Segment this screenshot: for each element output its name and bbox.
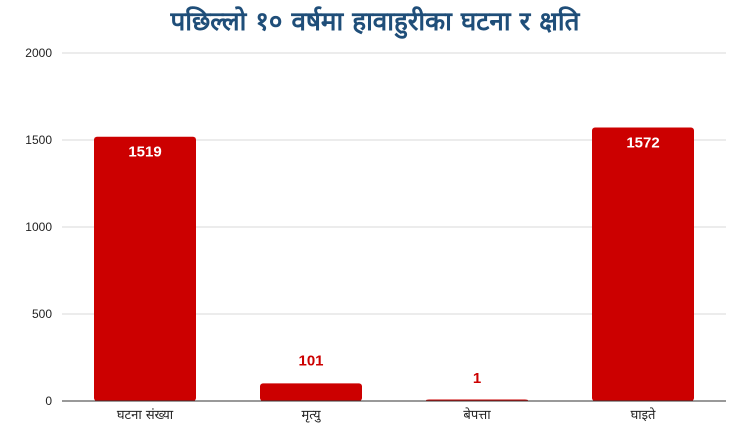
x-category-label: घाइते [631,407,656,423]
y-tick-label: 1000 [25,220,52,234]
x-category-label: मृत्यु [301,408,321,423]
y-tick-label: 500 [32,307,52,321]
y-tick-label: 2000 [25,46,52,60]
bar [260,383,362,401]
bar [94,136,196,401]
data-label: 101 [298,352,323,369]
data-label: 1 [473,370,481,387]
chart-title: पछिल्लो १० वर्षमा हावाहुरीका घटना र क्षत… [170,7,580,37]
x-category-label: घटना संख्या [117,408,174,423]
data-label: 1572 [626,134,659,151]
data-label: 1519 [128,144,161,161]
y-tick-label: 1500 [25,133,52,147]
y-tick-label: 0 [45,394,52,408]
bar [592,127,694,402]
x-category-label: बेपत्ता [463,407,491,423]
